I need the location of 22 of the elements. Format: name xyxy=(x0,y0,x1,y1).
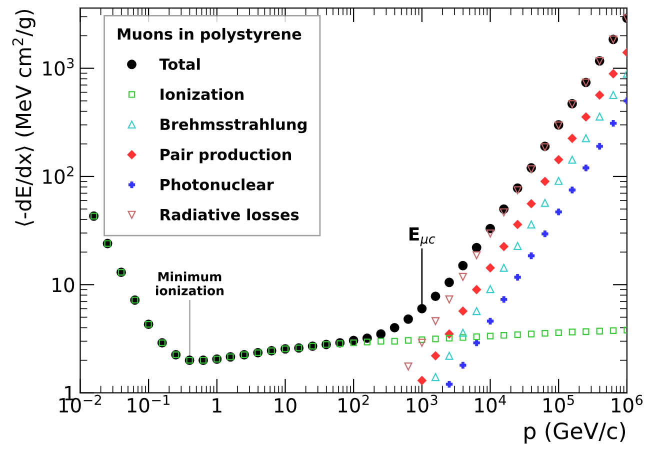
y-axis-title: ⟨-dE/dx⟩ (MeV cm$^{2}$/g) xyxy=(12,10,36,226)
y-tick-label: 10$^{3}$ xyxy=(43,58,74,76)
annotation: Minimum ionization xyxy=(156,272,224,296)
y-tick-label: 10 xyxy=(52,278,74,292)
y-tick-label: 10$^{2}$ xyxy=(43,166,74,184)
x-axis-title: p (GeV/c) xyxy=(524,422,626,444)
legend-label: Pair production xyxy=(160,148,292,164)
x-tick-label: 10$^{3}$ xyxy=(406,394,438,413)
x-tick-label: 10$^{−1}$ xyxy=(128,394,170,413)
legend-label: Radiative losses xyxy=(160,208,299,220)
legend-label: Photonuclear xyxy=(160,178,274,190)
legend-label: Total xyxy=(159,58,200,70)
x-tick-label: 1 xyxy=(212,398,222,412)
x-tick-label: 10$^{5}$ xyxy=(544,394,574,413)
x-tick-label: 10$^{2}$ xyxy=(338,394,369,413)
legend-label: Brehmsstrahlung xyxy=(160,118,306,134)
x-tick-label: 10$^{4}$ xyxy=(475,394,506,413)
x-tick-label: 10$^{6}$ xyxy=(612,394,643,413)
legend-title: Muons in polystyrene xyxy=(118,28,302,43)
x-tick-label: 10 xyxy=(275,398,296,413)
annotation: E$_{μc}$ xyxy=(410,227,436,246)
legend-label: Ionization xyxy=(160,88,244,100)
